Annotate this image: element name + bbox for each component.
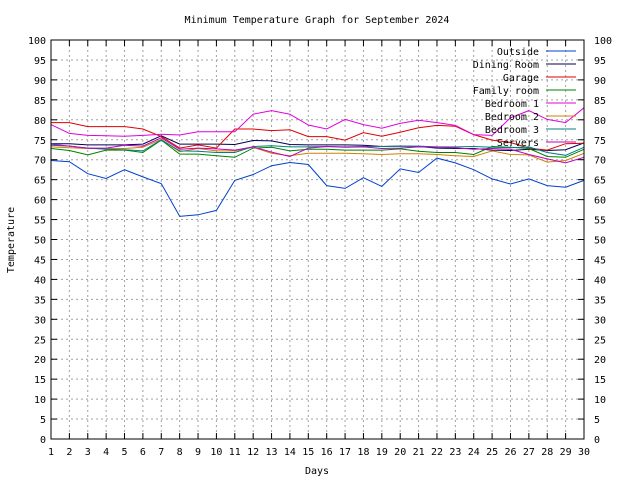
x-tick-label: 28: [541, 447, 553, 458]
x-tick-label: 15: [302, 447, 314, 458]
legend-label-servers: Servers: [497, 138, 539, 149]
x-tick-label: 1: [48, 447, 54, 458]
series-line-bedroom-1: [50, 107, 585, 137]
x-tick-label: 9: [195, 447, 201, 458]
data-series: [50, 107, 585, 217]
x-tick-label: 5: [122, 447, 128, 458]
legend-label-dining-room: Dining Room: [473, 60, 539, 71]
y-tick-label-left: 55: [34, 216, 46, 227]
x-tick-label: 6: [140, 447, 146, 458]
y-tick-label-right: 100: [594, 36, 612, 47]
x-tick-label: 4: [103, 447, 109, 458]
x-tick-label: 30: [578, 447, 590, 458]
x-tick-label: 21: [413, 447, 425, 458]
series-line-garage: [51, 122, 585, 151]
legend-label-family-room: Family room: [473, 86, 539, 97]
y-tick-label-right: 95: [594, 56, 606, 67]
x-tick-label: 13: [266, 447, 278, 458]
y-tick-label-left: 95: [34, 56, 46, 67]
legend-label-bedroom-1: Bedroom 1: [485, 99, 539, 110]
y-tick-label-left: 30: [34, 315, 46, 326]
y-tick-label-right: 30: [594, 315, 606, 326]
y-tick-label-left: 0: [40, 435, 46, 446]
x-tick-label: 23: [449, 447, 461, 458]
series-line-servers: [50, 137, 585, 164]
x-tick-label: 29: [560, 447, 572, 458]
series-line-outside: [50, 157, 585, 217]
y-tick-label-right: 25: [594, 335, 606, 346]
x-tick-label: 3: [85, 447, 91, 458]
y-tick-label-left: 100: [28, 36, 46, 47]
chart-title: Minimum Temperature Graph for September …: [185, 15, 450, 26]
y-tick-label-right: 5: [594, 415, 600, 426]
axis-ticks: [50, 39, 585, 440]
y-tick-label-left: 20: [34, 355, 46, 366]
y-tick-label-left: 80: [34, 116, 46, 127]
y-tick-label-right: 90: [594, 76, 606, 87]
x-tick-label: 2: [66, 447, 72, 458]
y-tick-label-right: 35: [594, 295, 606, 306]
x-tick-label: 11: [229, 447, 241, 458]
x-tick-label: 17: [339, 447, 351, 458]
y-axis-label: Temperature: [6, 207, 17, 273]
x-tick-label: 16: [321, 447, 333, 458]
y-tick-label-left: 15: [34, 375, 46, 386]
x-tick-label: 8: [177, 447, 183, 458]
y-tick-label-left: 65: [34, 176, 46, 187]
y-tick-label-right: 15: [594, 375, 606, 386]
y-tick-label-right: 70: [594, 156, 606, 167]
y-tick-label-left: 85: [34, 96, 46, 107]
series-line-bedroom-2: [50, 138, 585, 163]
legend-label-bedroom-3: Bedroom 3: [485, 125, 539, 136]
y-tick-label-left: 25: [34, 335, 46, 346]
x-tick-label: 7: [158, 447, 164, 458]
y-tick-label-right: 55: [594, 216, 606, 227]
x-tick-label: 14: [284, 447, 296, 458]
y-tick-label-right: 0: [594, 435, 600, 446]
x-tick-label: 26: [504, 447, 516, 458]
y-tick-label-left: 90: [34, 76, 46, 87]
y-tick-label-right: 10: [594, 395, 606, 406]
legend-label-garage: Garage: [503, 73, 539, 84]
grid-lines: [51, 40, 584, 439]
y-tick-label-right: 50: [594, 236, 606, 247]
chart-legend: Outside Dining Room Garage Family room Bedro…: [473, 47, 576, 149]
x-tick-label: 19: [376, 447, 388, 458]
y-tick-label-right: 60: [594, 196, 606, 207]
legend-label-outside: Outside: [497, 47, 539, 58]
y-tick-label-left: 5: [40, 415, 46, 426]
x-tick-label: 27: [523, 447, 535, 458]
y-tick-label-left: 45: [34, 255, 46, 266]
x-axis-label: Days: [305, 466, 329, 477]
series-line-dining-room: [51, 135, 585, 152]
y-tick-label-left: 50: [34, 236, 46, 247]
x-tick-label: 10: [210, 447, 222, 458]
y-tick-label-right: 80: [594, 116, 606, 127]
x-tick-label: 24: [468, 447, 480, 458]
y-tick-label-right: 65: [594, 176, 606, 187]
y-tick-label-right: 45: [594, 255, 606, 266]
x-tick-label: 22: [431, 447, 443, 458]
y-tick-label-right: 20: [594, 355, 606, 366]
y-tick-label-right: 85: [594, 96, 606, 107]
series-line-bedroom-3: [50, 139, 585, 156]
y-tick-label-right: 40: [594, 275, 606, 286]
x-tick-label: 12: [247, 447, 259, 458]
y-tick-label-left: 35: [34, 295, 46, 306]
y-tick-label-right: 75: [594, 136, 606, 147]
x-tick-label: 25: [486, 447, 498, 458]
y-tick-label-left: 10: [34, 395, 46, 406]
y-tick-label-left: 75: [34, 136, 46, 147]
x-tick-label: 20: [394, 447, 406, 458]
y-tick-label-left: 40: [34, 275, 46, 286]
y-tick-label-left: 70: [34, 156, 46, 167]
legend-label-bedroom-2: Bedroom 2: [485, 112, 539, 123]
y-tick-label-left: 60: [34, 196, 46, 207]
x-tick-label: 18: [357, 447, 369, 458]
series-line-family-room: [50, 139, 585, 158]
